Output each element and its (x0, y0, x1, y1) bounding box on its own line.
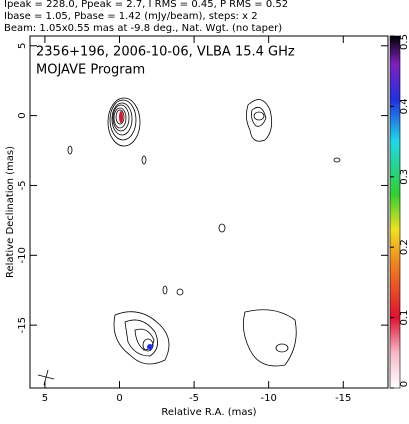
x-tick-label: -10 (260, 393, 276, 404)
colorbar-tick-label: 0.5 (399, 34, 409, 50)
plot-title: 2356+196, 2006-10-06, VLBA 15.4 GHz (36, 45, 295, 60)
plot-frame (29, 35, 389, 389)
colorbar-tick-label: 0.4 (399, 98, 409, 114)
x-axis-label: Relative R.A. (mas) (161, 407, 256, 418)
header-line: Ibase = 1.05, Pbase = 1.42 (mJy/beam), s… (4, 11, 258, 22)
polarization-peak (147, 344, 153, 350)
beam (37, 369, 55, 386)
y-tick-label: 5 (17, 43, 28, 49)
colorbar-tick-label: 0 (399, 381, 409, 387)
y-axis-label: Relative Declination (mas) (5, 146, 16, 278)
y-tick-label: -15 (17, 317, 28, 333)
x-tick-label: 0 (116, 393, 122, 404)
contours (37, 97, 341, 386)
x-tick-label: 5 (42, 393, 48, 404)
colorbar-tick-label: 0.1 (399, 310, 409, 326)
header-line: Ipeak = 228.0, Ppeak = 2.7, I RMS = 0.45… (4, 0, 288, 10)
plot-subtitle: MOJAVE Program (36, 63, 145, 78)
header-line: Beam: 1.05x0.55 mas at -9.8 deg., Nat. W… (4, 23, 282, 34)
y-tick-label: -5 (17, 180, 28, 190)
colorbar-tick-label: 0.3 (399, 169, 409, 185)
x-tick-label: -15 (335, 393, 351, 404)
y-tick-label: 0 (17, 112, 28, 118)
colorbar-tick-label: 0.2 (399, 239, 409, 255)
polarization-peak (119, 111, 123, 123)
x-tick-label: -5 (189, 393, 199, 404)
y-tick-label: -10 (17, 247, 28, 263)
colorbar (389, 35, 401, 389)
